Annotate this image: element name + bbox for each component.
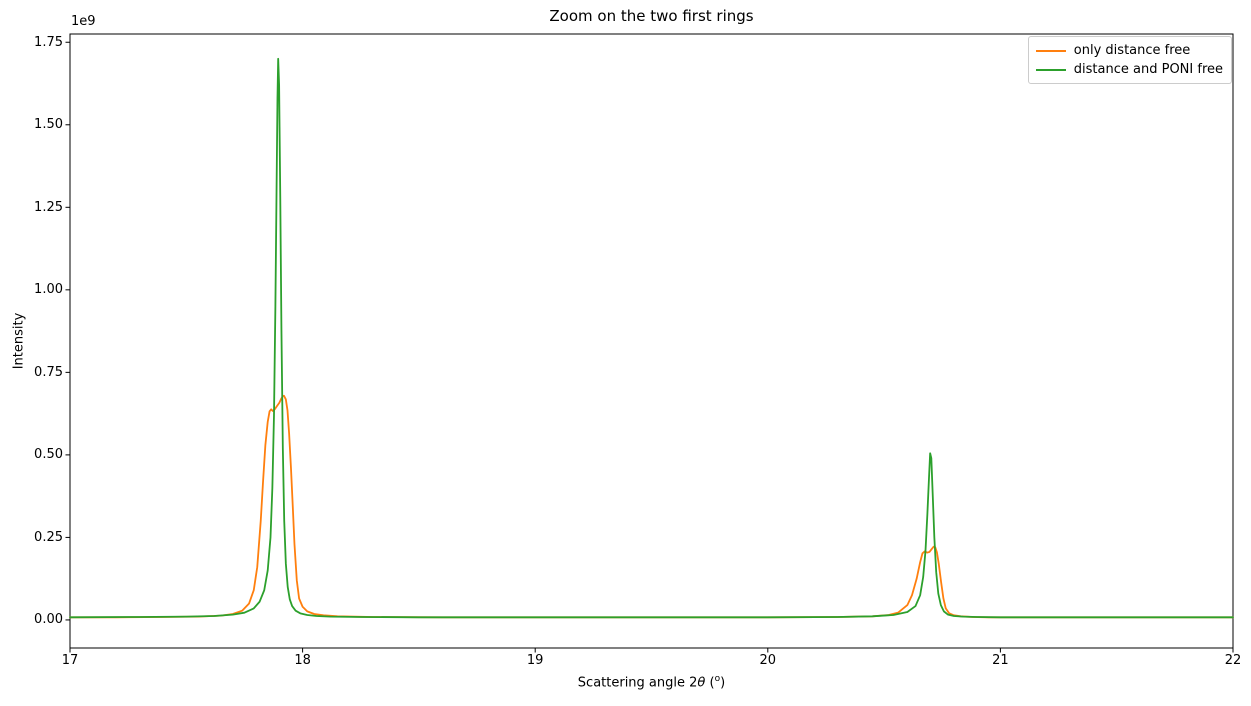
x-axis-label-open-paren: ( xyxy=(705,675,715,691)
y-axis-offset-label: 1e9 xyxy=(71,14,96,29)
legend-entry: distance and PONI free xyxy=(1035,60,1223,79)
series-line-distance-and-poni-free xyxy=(69,57,1234,619)
legend-entry-label: only distance free xyxy=(1073,43,1191,58)
x-axis-label-degree: o xyxy=(714,674,721,684)
axes-spines xyxy=(69,33,1234,649)
x-tick-label: 17 xyxy=(61,653,79,668)
y-tick-label: 0.50 xyxy=(34,447,63,463)
legend-line-sample xyxy=(1035,49,1066,52)
y-tick-label: 1.25 xyxy=(34,199,63,215)
y-tick-label: 0.75 xyxy=(34,364,63,380)
legend-entry-label: distance and PONI free xyxy=(1073,62,1223,77)
y-tick-label: 1.75 xyxy=(34,34,63,50)
chart-title: Zoom on the two first rings xyxy=(549,7,754,25)
x-tick-label: 19 xyxy=(526,653,544,668)
y-tick-label: 0.25 xyxy=(34,529,63,545)
legend-line-sample xyxy=(1035,68,1066,71)
x-axis-label-theta: θ xyxy=(697,675,706,691)
legend-entry: only distance free xyxy=(1035,41,1223,60)
legend: only distance free distance and PONI free xyxy=(1027,36,1232,84)
x-axis-label-prefix: Scattering angle 2 xyxy=(577,675,698,691)
y-tick-label: 0.00 xyxy=(34,612,63,628)
x-axis-label-close-paren: ) xyxy=(720,675,726,691)
x-tick-label: 20 xyxy=(759,653,777,668)
x-axis-label: Scattering angle 2θ (o) xyxy=(70,674,1233,690)
y-tick-label: 1.00 xyxy=(34,282,63,298)
x-tick-label: 18 xyxy=(294,653,311,668)
y-tick-label: 1.50 xyxy=(34,117,63,133)
x-tick-label: 22 xyxy=(1224,653,1242,668)
x-tick-label: 21 xyxy=(992,653,1009,668)
